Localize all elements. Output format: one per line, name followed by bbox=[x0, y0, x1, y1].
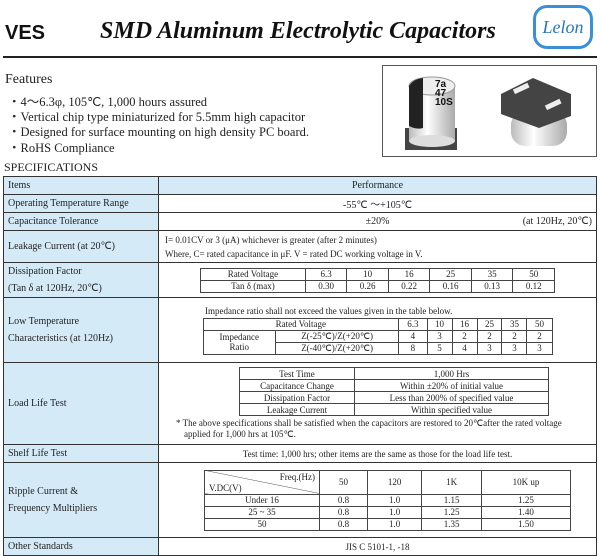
spec-value: Test Time 1,000 Hrs Capacitance Change Wit… bbox=[158, 362, 597, 445]
spec-label: Capacitance Tolerance bbox=[3, 212, 159, 231]
spec-label: Dissipation Factor (Tan δ at 120Hz, 20℃) bbox=[3, 262, 159, 298]
spec-label: Leakage Current (at 20℃) bbox=[3, 230, 159, 263]
svg-text:10S: 10S bbox=[435, 97, 453, 108]
svg-text:47: 47 bbox=[435, 88, 447, 99]
spec-note: (at 120Hz, 20℃) bbox=[522, 216, 592, 227]
logo-text: Lelon bbox=[542, 16, 584, 37]
spec-value: Rated Voltage 6.3 10 16 25 35 50 Tan δ (max) 0.… bbox=[158, 262, 597, 298]
spec-value: Freq.(Hz) V.DC(V) 50 120 1K 10K up Under 16 0.… bbox=[158, 462, 597, 538]
dissipation-table: Rated Voltage 6.3 10 16 25 35 50 Tan δ (max) 0.… bbox=[200, 267, 555, 293]
lelon-logo: Lelon bbox=[533, 5, 593, 49]
spec-label: Ripple Current & Frequency Multipliers bbox=[3, 462, 159, 538]
spec-value: Test time: 1,000 hrs; other items are th… bbox=[158, 444, 597, 463]
feature-item: ・4～6.3φ, 105℃, 1,000 hours assured bbox=[8, 95, 208, 109]
spec-label: Low Temperature Characteristics (at 120Hz… bbox=[3, 297, 159, 363]
items-header: Items bbox=[3, 176, 159, 195]
load-life-table: Test Time 1,000 Hrs Capacitance Change Wit… bbox=[239, 367, 549, 416]
capacitor-illustration: 7a 47 10S bbox=[405, 76, 571, 150]
header-divider bbox=[3, 56, 597, 58]
feature-item: ・RoHS Compliance bbox=[8, 141, 115, 155]
product-image: 7a 47 10S bbox=[382, 65, 597, 157]
spec-value: Impedance ratio shall not exceed the val… bbox=[158, 297, 597, 363]
spec-value: ±20% (at 120Hz, 20℃) bbox=[158, 212, 597, 231]
spec-value: -55℃ ～+105℃ bbox=[158, 194, 597, 213]
spec-value: I= 0.01CV or 3 (μA) whichever is greater… bbox=[158, 230, 597, 263]
load-life-note: applied for 1,000 hrs at 105℃. bbox=[184, 429, 296, 439]
series-code: VES bbox=[5, 22, 46, 44]
svg-text:7a: 7a bbox=[435, 79, 447, 90]
ripple-table: Freq.(Hz) V.DC(V) 50 120 1K 10K up Under 16 0.… bbox=[204, 469, 571, 531]
spec-value: JIS C 5101-1, -18 bbox=[158, 537, 597, 556]
spec-label: Other Standards bbox=[3, 537, 159, 556]
page-title: SMD Aluminum Electrolytic Capacitors bbox=[100, 18, 496, 44]
features-heading: Features bbox=[5, 72, 53, 87]
spec-label: Shelf Life Test bbox=[3, 444, 159, 463]
spec-label: Operating Temperature Range bbox=[3, 194, 159, 213]
specifications-table: Items Performance Operating Temperature R… bbox=[3, 176, 597, 556]
feature-item: ・Designed for surface mounting on high d… bbox=[8, 125, 310, 139]
performance-header: Performance bbox=[158, 176, 597, 195]
load-life-note: * The above specifications shall be sati… bbox=[176, 418, 562, 428]
impedance-table: Rated Voltage 6.3 10 16 25 35 50 Impedance Rati… bbox=[202, 317, 553, 355]
spec-label: Load Life Test bbox=[3, 362, 159, 445]
feature-item: ・Vertical chip type miniaturized for 5.5… bbox=[8, 110, 306, 124]
specifications-heading: SPECIFICATIONS bbox=[4, 160, 99, 174]
